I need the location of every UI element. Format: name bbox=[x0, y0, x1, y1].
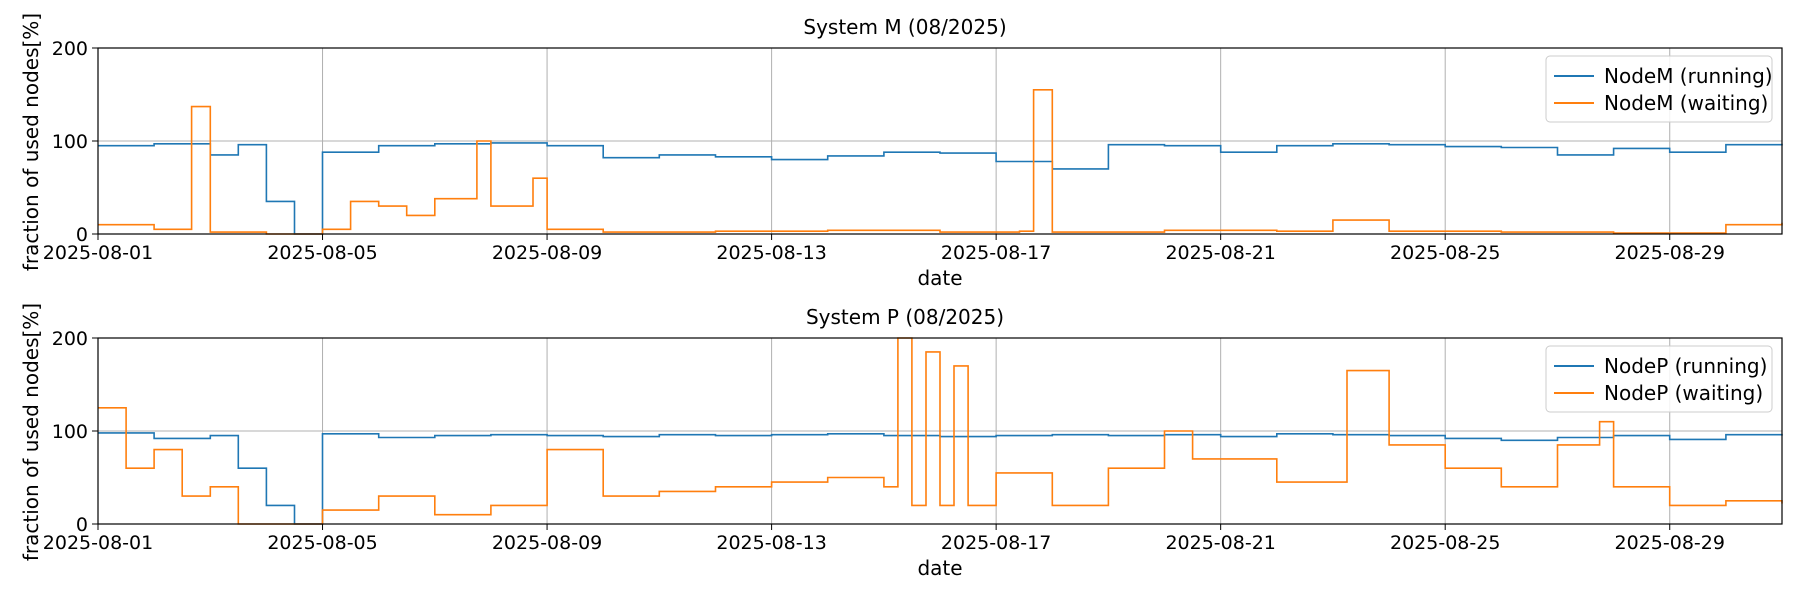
x-axis-label: date bbox=[917, 556, 962, 580]
x-tick-label: 2025-08-25 bbox=[1390, 532, 1500, 554]
legend-label: NodeM (waiting) bbox=[1604, 91, 1768, 115]
y-tick-label: 200 bbox=[52, 328, 88, 350]
x-tick-label: 2025-08-29 bbox=[1615, 242, 1725, 264]
x-tick-label: 2025-08-09 bbox=[492, 532, 602, 554]
y-tick-label: 100 bbox=[52, 131, 88, 153]
chart-title: System M (08/2025) bbox=[803, 15, 1006, 39]
x-axis-label: date bbox=[917, 266, 962, 290]
x-tick-label: 2025-08-05 bbox=[267, 242, 377, 264]
y-tick-label: 0 bbox=[76, 514, 88, 536]
x-tick-label: 2025-08-17 bbox=[941, 532, 1051, 554]
y-tick-label: 100 bbox=[52, 421, 88, 443]
legend-label: NodeP (running) bbox=[1604, 354, 1767, 378]
y-axis-label: fraction of used nodes[%] bbox=[19, 13, 43, 271]
legend: NodeM (running) NodeM (waiting) bbox=[1545, 55, 1773, 123]
x-axis-ticks: 2025-08-01 2025-08-05 2025-08-09 2025-08-13… bbox=[43, 524, 1725, 554]
x-tick-label: 2025-08-05 bbox=[267, 532, 377, 554]
legend-label: NodeM (running) bbox=[1604, 64, 1773, 88]
x-axis-ticks: 2025-08-01 2025-08-05 2025-08-09 2025-08-13… bbox=[43, 234, 1725, 264]
series-layer bbox=[98, 89, 1783, 235]
legend: NodeP (running) NodeP (waiting) bbox=[1545, 345, 1773, 413]
x-tick-label: 2025-08-09 bbox=[492, 242, 602, 264]
x-tick-label: 2025-08-01 bbox=[43, 242, 153, 264]
x-tick-label: 2025-08-13 bbox=[716, 532, 826, 554]
x-tick-label: 2025-08-01 bbox=[43, 532, 153, 554]
y-tick-label: 0 bbox=[76, 224, 88, 246]
y-axis-label: fraction of used nodes[%] bbox=[19, 303, 43, 561]
legend-box bbox=[1545, 55, 1773, 123]
y-axis-ticks: 0 100 200 bbox=[52, 328, 98, 536]
y-tick-label: 200 bbox=[52, 38, 88, 60]
x-tick-label: 2025-08-21 bbox=[1165, 242, 1275, 264]
x-tick-label: 2025-08-21 bbox=[1165, 532, 1275, 554]
series-line-waiting bbox=[98, 337, 1783, 525]
chart-panel-system-m: System M (08/2025) 2025-08-01 2025-08-05 2… bbox=[19, 13, 1783, 290]
x-tick-label: 2025-08-25 bbox=[1390, 242, 1500, 264]
legend-box bbox=[1545, 345, 1773, 413]
x-tick-label: 2025-08-17 bbox=[941, 242, 1051, 264]
chart-title: System P (08/2025) bbox=[806, 305, 1004, 329]
y-axis-ticks: 0 100 200 bbox=[52, 38, 98, 246]
legend-label: NodeP (waiting) bbox=[1604, 381, 1763, 405]
chart-panel-system-p: System P (08/2025) 2025-08-01 2025-08-05 2… bbox=[19, 303, 1783, 580]
series-line-waiting bbox=[98, 89, 1783, 235]
x-tick-label: 2025-08-13 bbox=[716, 242, 826, 264]
x-tick-label: 2025-08-29 bbox=[1615, 532, 1725, 554]
